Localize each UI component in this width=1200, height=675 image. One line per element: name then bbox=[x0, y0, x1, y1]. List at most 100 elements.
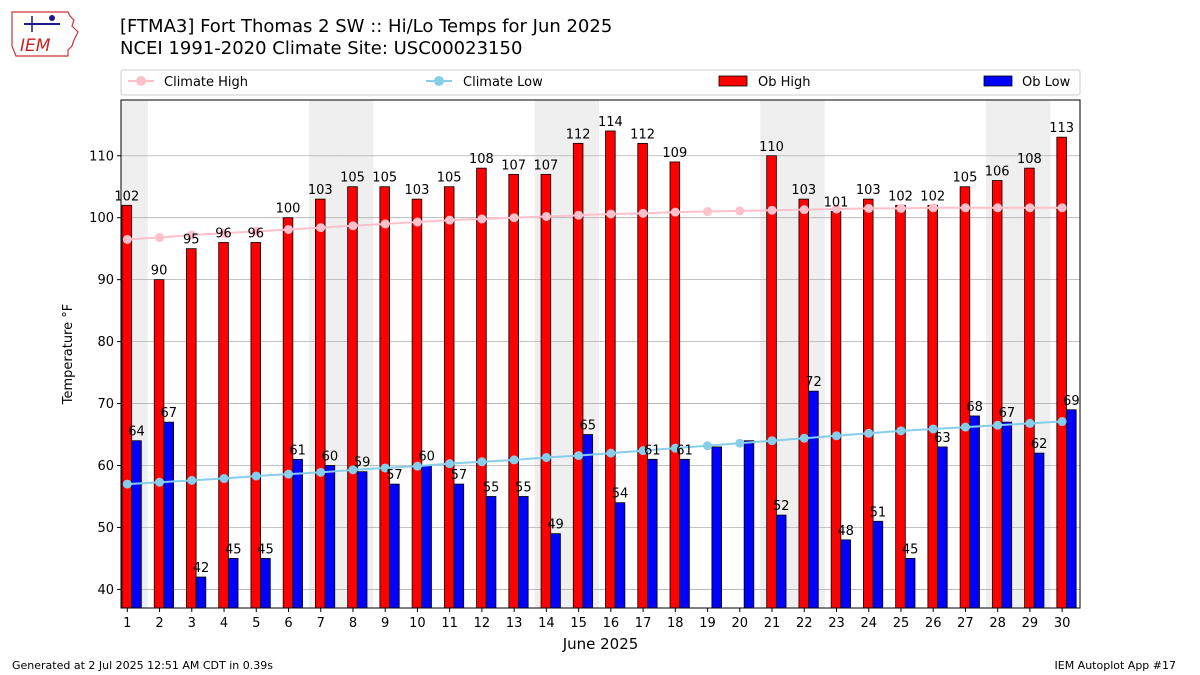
high-label-5: 96 bbox=[248, 226, 265, 241]
low-label-7: 60 bbox=[322, 450, 339, 465]
low-label-17: 61 bbox=[644, 443, 661, 458]
low-bar-30 bbox=[1066, 409, 1077, 609]
low-label-5: 45 bbox=[257, 542, 274, 557]
low-bar-18 bbox=[679, 458, 690, 609]
x-tick-label-26: 26 bbox=[925, 616, 942, 631]
low-label-11: 57 bbox=[451, 468, 468, 483]
chart-title: [FTMA3] Fort Thomas 2 SW :: Hi/Lo Temps … bbox=[120, 16, 612, 60]
high-bar-18 bbox=[669, 161, 681, 609]
high-bar-14 bbox=[540, 173, 552, 609]
x-tick-label-28: 28 bbox=[989, 616, 1006, 631]
low-bar-17 bbox=[647, 458, 658, 609]
climate-high-point-26 bbox=[928, 203, 938, 213]
y-tick-label-110: 110 bbox=[89, 149, 114, 164]
high-label-9: 105 bbox=[372, 171, 397, 186]
low-label-2: 67 bbox=[160, 406, 177, 421]
high-label-18: 109 bbox=[662, 146, 687, 161]
low-label-15: 65 bbox=[580, 419, 597, 434]
title-line-2: NCEI 1991-2020 Climate Site: USC00023150 bbox=[120, 38, 523, 59]
x-tick-label-30: 30 bbox=[1054, 616, 1071, 631]
low-bar-5 bbox=[260, 558, 271, 609]
low-bar-24 bbox=[872, 520, 884, 609]
high-bar-7 bbox=[315, 198, 326, 609]
high-label-8: 105 bbox=[340, 171, 365, 186]
high-label-14: 107 bbox=[533, 158, 558, 173]
climate-high-line bbox=[127, 206, 1063, 241]
x-tick-label-23: 23 bbox=[828, 616, 845, 631]
title-line-1: [FTMA3] Fort Thomas 2 SW :: Hi/Lo Temps … bbox=[120, 16, 613, 37]
low-bar-2 bbox=[163, 421, 174, 609]
x-tick-label-13: 13 bbox=[506, 616, 523, 631]
x-tick-label-16: 16 bbox=[603, 616, 620, 631]
low-label-24: 51 bbox=[870, 505, 887, 520]
climate-low-point-26 bbox=[928, 424, 938, 434]
low-label-25: 45 bbox=[902, 542, 919, 557]
high-label-29: 108 bbox=[1017, 152, 1042, 167]
logo-text: IEM bbox=[20, 36, 51, 56]
low-bar-4 bbox=[227, 558, 239, 609]
low-label-13: 55 bbox=[515, 480, 532, 495]
high-label-1: 102 bbox=[114, 189, 139, 204]
low-bar-21 bbox=[775, 514, 787, 609]
legend: Climate High Climate Low Ob High Ob Low bbox=[120, 69, 1081, 96]
x-tick-label-4: 4 bbox=[220, 616, 228, 631]
climate-high-point-27 bbox=[960, 203, 970, 213]
x-tick-label-14: 14 bbox=[538, 616, 555, 631]
climate-low-point-13 bbox=[509, 455, 519, 465]
high-label-4: 96 bbox=[215, 226, 232, 241]
x-tick-label-6: 6 bbox=[284, 616, 292, 631]
low-label-10: 60 bbox=[418, 450, 435, 465]
low-bar-13 bbox=[518, 496, 529, 609]
climate-high-point-4 bbox=[219, 228, 229, 238]
high-label-25: 102 bbox=[888, 189, 913, 204]
climate-low-point-24 bbox=[864, 428, 874, 438]
climate-high-point-17 bbox=[638, 208, 648, 218]
low-label-21: 52 bbox=[773, 499, 790, 514]
x-tick-label-11: 11 bbox=[441, 616, 458, 631]
low-bar-14 bbox=[550, 533, 561, 609]
low-label-16: 54 bbox=[612, 487, 629, 502]
high-label-24: 103 bbox=[856, 183, 881, 198]
low-bar-15 bbox=[582, 434, 594, 609]
climate-low-point-19 bbox=[703, 441, 713, 451]
x-tick-label-7: 7 bbox=[317, 616, 325, 631]
high-bar-22 bbox=[798, 198, 810, 609]
climate-high-point-9 bbox=[380, 219, 390, 229]
low-label-30: 69 bbox=[1063, 394, 1080, 409]
low-label-27: 68 bbox=[966, 400, 983, 415]
y-tick-label-40: 40 bbox=[97, 583, 114, 598]
climate-low-point-25 bbox=[896, 426, 906, 436]
low-label-12: 55 bbox=[483, 480, 500, 495]
y-tick-label-80: 80 bbox=[97, 335, 114, 350]
high-label-16: 114 bbox=[598, 115, 623, 130]
climate-high-point-5 bbox=[251, 226, 261, 236]
low-label-26: 63 bbox=[934, 431, 951, 446]
climate-high-point-28 bbox=[993, 203, 1003, 213]
y-tick-label-60: 60 bbox=[97, 459, 114, 474]
high-bar-3 bbox=[186, 248, 197, 609]
x-tick-label-25: 25 bbox=[893, 616, 910, 631]
climate-low-point-23 bbox=[831, 431, 841, 441]
x-tick-label-19: 19 bbox=[699, 616, 716, 631]
x-tick-label-9: 9 bbox=[381, 616, 389, 631]
high-bar-28 bbox=[991, 180, 1003, 609]
low-bar-26 bbox=[937, 446, 948, 609]
svg-text:Ob High: Ob High bbox=[758, 75, 811, 90]
high-bar-29 bbox=[1024, 167, 1035, 609]
climate-low-point-17 bbox=[638, 446, 648, 456]
low-bar-22 bbox=[808, 390, 819, 609]
x-tick-label-29: 29 bbox=[1022, 616, 1039, 631]
high-label-17: 112 bbox=[630, 127, 655, 142]
climate-high-point-10 bbox=[412, 217, 422, 227]
low-bar-8 bbox=[356, 471, 368, 609]
climate-low-point-9 bbox=[380, 463, 390, 473]
climate-high-point-3 bbox=[187, 230, 197, 240]
climate-high-point-13 bbox=[509, 213, 519, 223]
x-tick-label-1: 1 bbox=[123, 616, 131, 631]
high-label-13: 107 bbox=[501, 158, 526, 173]
high-bar-2 bbox=[153, 279, 165, 609]
legend-ob-high: Ob High bbox=[718, 75, 811, 90]
low-bar-19 bbox=[711, 446, 722, 609]
low-label-6: 61 bbox=[289, 443, 306, 458]
climate-high-point-16 bbox=[606, 209, 616, 219]
